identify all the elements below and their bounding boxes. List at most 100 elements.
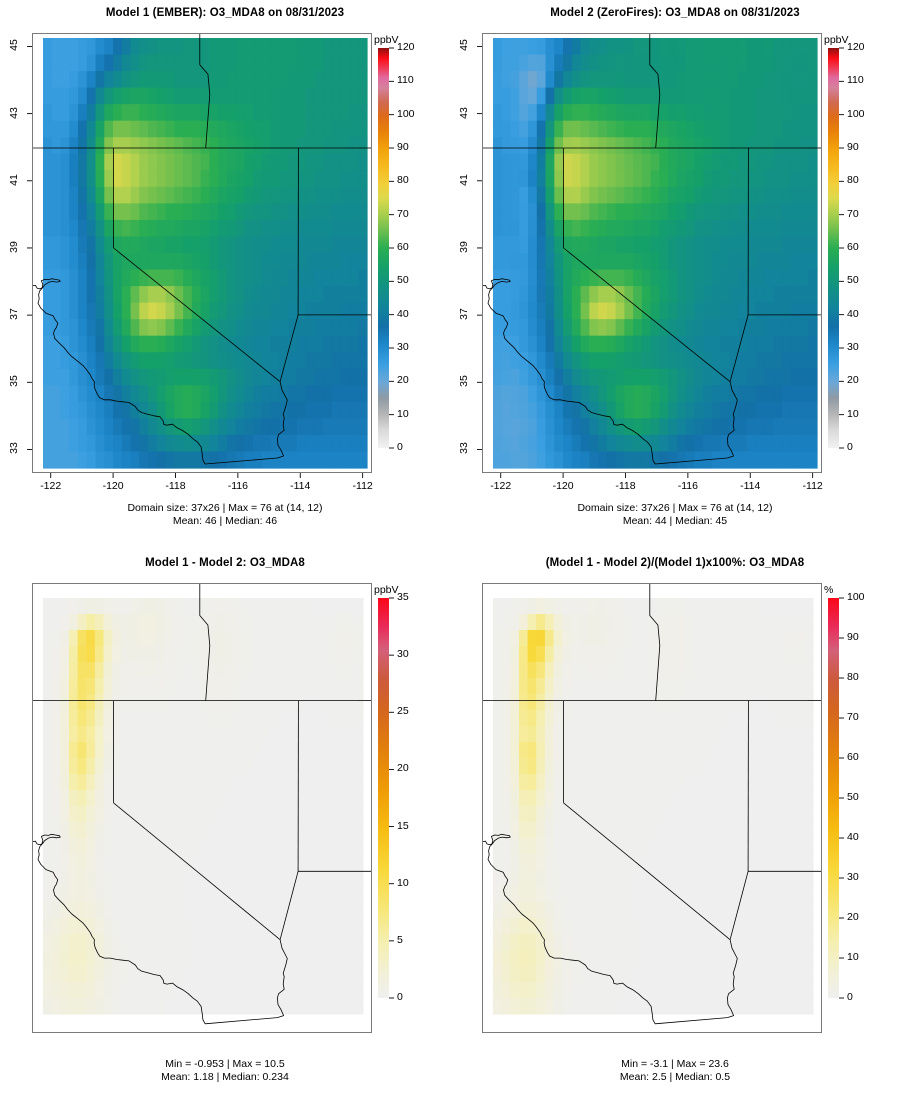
colorbar-tick-label: 70 — [847, 711, 859, 723]
state-border-path — [563, 247, 731, 383]
colorbar-tick-label: 80 — [847, 671, 859, 683]
state-border-path — [649, 34, 661, 149]
state-border-path — [277, 381, 288, 459]
colorbar-tick-label: 5 — [397, 933, 403, 946]
x-tick-label: -112 — [802, 480, 823, 492]
colorbar-tick-label: 0 — [397, 441, 403, 453]
colorbar-tick-label: 50 — [847, 274, 859, 287]
state-border-path — [277, 939, 288, 1018]
x-tick-label: -120 — [102, 480, 124, 492]
state-border-path — [649, 584, 661, 701]
caption-diff-abs-line2: Mean: 1.18 | Median: 0.234 — [161, 1071, 289, 1083]
x-tick-label: -118 — [165, 480, 186, 492]
colorbar-tick-label: 15 — [397, 819, 409, 832]
coastline-path — [483, 278, 656, 465]
state-border-path — [113, 802, 281, 941]
state-border-path — [279, 314, 299, 382]
colorbar-tick-label: 0 — [847, 991, 853, 1003]
raster-layer — [43, 598, 364, 1015]
colorbar-tick-label: 25 — [397, 705, 409, 718]
panel-diff-pct: (Model 1 - Model 2)/(Model 1)x100%: O3_M… — [450, 550, 900, 1110]
colorbar-gradient — [378, 48, 389, 448]
x-tick-label: -114 — [740, 480, 761, 492]
map-canvas — [33, 584, 371, 1025]
colorbar-tick-label: 60 — [847, 751, 859, 763]
x-tick-label: -120 — [552, 480, 574, 492]
panel-title-diff-pct: (Model 1 - Model 2)/(Model 1)x100%: O3_M… — [545, 557, 805, 569]
state-border-path — [205, 457, 278, 465]
state-border-path — [279, 871, 299, 940]
colorbar-tick-label: 30 — [847, 871, 859, 883]
colorbar-tick-label: 100 — [847, 591, 865, 603]
colorbar-tick-label: 40 — [847, 831, 859, 843]
state-border-path — [655, 1017, 728, 1025]
map-plot-model1 — [32, 33, 372, 473]
colorbar-tick-label: 35 — [397, 591, 409, 603]
colorbar-tick-label: 60 — [397, 241, 409, 253]
colorbar-tick-label: 80 — [397, 174, 409, 187]
colorbar-tick-label: 10 — [397, 407, 409, 420]
colorbar-ticks — [389, 47, 394, 449]
caption-model2-line2: Mean: 44 | Median: 45 — [622, 515, 728, 527]
colorbar-tick-label: 50 — [847, 791, 859, 803]
x-tick-label: -122 — [490, 480, 512, 492]
colorbar-tick-label: 30 — [847, 341, 859, 353]
colorbar-tick-label: 120 — [847, 41, 865, 53]
raster-layer — [43, 38, 368, 469]
colorbar-ticks — [389, 597, 394, 999]
colorbar-tick-label: 110 — [847, 74, 864, 87]
colorbar-tick-label: 110 — [397, 74, 414, 87]
colorbar-tick-label: 90 — [397, 141, 409, 153]
colorbar-label-diff-pct: % — [824, 584, 834, 596]
colorbar-tick-label: 40 — [847, 307, 859, 320]
colorbar-tick-label: 20 — [397, 762, 409, 775]
caption-model1-line1: Domain size: 37x26 | Max = 76 at (14, 12… — [127, 502, 323, 514]
x-tick-label: -116 — [227, 480, 248, 492]
map-canvas — [483, 34, 821, 469]
state-border-path — [727, 381, 738, 459]
caption-model2-line1: Domain size: 37x26 | Max = 76 at (14, 12… — [577, 502, 773, 514]
state-border-path — [729, 871, 749, 940]
colorbar-tick-label: 0 — [847, 441, 853, 453]
x-tick-label: -122 — [40, 480, 62, 492]
colorbar-tick-label: 20 — [397, 374, 409, 387]
panel-model2: Model 2 (ZeroFires): O3_MDA8 on 08/31/20… — [450, 0, 900, 540]
raster-layer — [493, 38, 818, 469]
colorbar-tick-label: 40 — [397, 307, 409, 320]
state-border-path — [205, 1017, 278, 1025]
map-canvas — [483, 584, 821, 1025]
state-border-path — [727, 939, 738, 1018]
colorbar-ticks — [839, 47, 844, 449]
caption-diff-pct-line2: Mean: 2.5 | Median: 0.5 — [619, 1071, 731, 1083]
geography-layer — [33, 34, 371, 465]
x-tick-label: -116 — [677, 480, 698, 492]
colorbar-tick-label: 60 — [847, 241, 859, 253]
panel-title-model1: Model 1 (EMBER): O3_MDA8 on 08/31/2023 — [105, 7, 345, 19]
colorbar-tick-label: 80 — [847, 174, 859, 187]
colorbar-tick-label: 20 — [847, 911, 859, 923]
state-border-path — [199, 34, 211, 149]
map-plot-model2 — [482, 33, 822, 473]
coastline-path — [33, 278, 206, 465]
state-border-path — [199, 584, 211, 701]
colorbar-tick-label: 90 — [847, 631, 859, 643]
colorbar-tick-label: 70 — [397, 207, 409, 220]
colorbar-tick-label: 70 — [847, 207, 859, 220]
coastline-path — [33, 833, 206, 1024]
x-tick-label: -112 — [352, 480, 373, 492]
geography-layer — [33, 584, 371, 1025]
colorbar-gradient — [828, 598, 839, 998]
map-canvas — [33, 34, 371, 469]
colorbar-tick-label: 100 — [847, 107, 865, 120]
axis-ticks — [477, 45, 814, 478]
colorbar-tick-label: 10 — [847, 951, 859, 963]
x-tick-label: -114 — [290, 480, 311, 492]
colorbar-label-model2: ppbV — [824, 34, 849, 46]
caption-diff-pct-line1: Min = -3.1 | Max = 23.6 — [621, 1058, 729, 1070]
state-border-path — [113, 247, 281, 383]
colorbar-tick-label: 30 — [397, 648, 409, 661]
colorbar-tick-label: 50 — [397, 274, 409, 287]
geography-layer — [483, 584, 821, 1025]
panel-title-model2: Model 2 (ZeroFires): O3_MDA8 on 08/31/20… — [550, 7, 800, 19]
